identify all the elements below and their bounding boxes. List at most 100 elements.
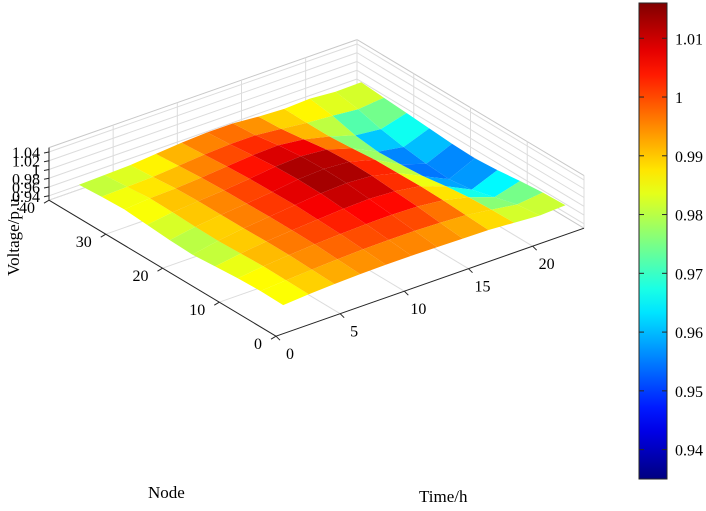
surface-patch	[309, 91, 359, 116]
surface-patch	[363, 239, 412, 265]
wall-grid-line	[356, 52, 585, 190]
colorbar-tick-label: 0.95	[675, 384, 703, 401]
surface-patch	[263, 255, 312, 281]
surface-patch	[127, 176, 176, 199]
surface-patch	[286, 269, 335, 295]
surface-patch	[388, 230, 438, 256]
surface-patch	[272, 179, 321, 205]
surface-patch	[101, 186, 150, 210]
surface-patch	[335, 82, 384, 110]
surface-patch	[314, 234, 364, 260]
surface-patch	[471, 170, 521, 198]
x-tick-mark	[468, 268, 473, 274]
y-tick-mark	[213, 301, 220, 306]
y-tick-mark	[100, 233, 107, 238]
surface-patch	[224, 178, 273, 204]
surface-patch	[255, 128, 304, 146]
axes-lines	[43, 147, 585, 341]
surface-patch	[337, 249, 386, 275]
surface-patch	[349, 159, 398, 176]
surface-patch	[380, 113, 430, 147]
colorbar-tick-label: 1.01	[675, 31, 703, 48]
surface-patch	[423, 176, 472, 190]
surface-patch	[289, 244, 338, 270]
y-tick-mark	[157, 267, 163, 272]
surface-patch	[449, 158, 498, 190]
surface-patch	[252, 145, 301, 167]
x-tick-mark	[532, 245, 538, 251]
surface-patch	[204, 144, 253, 167]
colorbar-tick-label: 0.96	[675, 325, 703, 342]
y-tick-label: 10	[189, 302, 205, 319]
z-tick-label: 1	[32, 163, 40, 180]
z-tick-label: 0.96	[12, 180, 40, 197]
z-tick-label: 0.98	[12, 171, 40, 188]
surface-patch	[517, 192, 566, 216]
x-tick-mark	[339, 313, 345, 319]
surface-patch	[329, 135, 378, 152]
surface-patch	[155, 142, 205, 166]
wall-grid-line	[356, 78, 585, 216]
colorbar-tick-label: 0.99	[675, 149, 703, 166]
surface-patch	[352, 148, 401, 165]
y-tick-mark	[43, 199, 50, 204]
surface-patch	[378, 147, 427, 165]
surface-patch	[443, 197, 492, 216]
y-axis-label: Node	[148, 483, 185, 502]
surface-patch	[346, 175, 395, 199]
surface-patch	[207, 123, 256, 145]
colorbar-tick-label: 1	[675, 90, 683, 107]
surface-patch	[147, 212, 196, 241]
surface-patch	[243, 216, 293, 242]
surface-patch	[181, 132, 230, 155]
surface-patch	[249, 166, 298, 192]
wall-grid-line	[356, 69, 585, 207]
y-tick-label: 40	[19, 200, 35, 217]
x-tick-label: 0	[286, 346, 294, 363]
surface-patch	[400, 163, 449, 180]
z-tick-mark	[43, 169, 50, 171]
z-tick-label: 1.02	[12, 154, 40, 171]
surface-patch	[311, 259, 361, 284]
wall-grid-line	[48, 61, 358, 170]
z-tick-mark	[43, 151, 50, 154]
surface-patch	[232, 116, 282, 136]
surface-patch	[323, 161, 372, 184]
surface-patch	[237, 266, 287, 291]
surface-patch	[195, 214, 244, 241]
surface-patch	[397, 173, 447, 187]
surface-patch	[258, 108, 307, 129]
surface-patch	[266, 230, 315, 255]
surface-patch	[269, 205, 318, 231]
surface-patch	[306, 115, 356, 137]
surface-patch	[198, 190, 247, 215]
surface-patch	[229, 135, 279, 156]
surface-patch	[284, 98, 333, 123]
surface-patch	[375, 159, 424, 177]
surface-patch	[78, 175, 128, 197]
surface-patch	[104, 165, 153, 187]
surface-patch	[260, 280, 309, 306]
surface-patch	[369, 191, 418, 215]
surface-patch	[391, 206, 441, 231]
surface-patch	[169, 226, 218, 255]
colorbar-tick-label: 0.97	[675, 266, 703, 283]
y-tick-label: 20	[133, 268, 149, 285]
surface-patch	[414, 222, 463, 248]
x-tick-label: 15	[475, 279, 491, 296]
surface-patch	[201, 166, 250, 191]
wall-grid-line	[48, 69, 358, 179]
surface-patch	[372, 173, 421, 192]
surface-patch	[152, 165, 202, 189]
z-tick-mark	[43, 160, 50, 163]
surface-patch	[175, 177, 224, 202]
surface-patch	[281, 122, 330, 140]
surface-patch	[403, 128, 452, 164]
surface-patch	[246, 191, 295, 217]
z-tick-mark	[43, 195, 50, 198]
surface-patch	[178, 154, 227, 178]
surface-patch	[301, 149, 350, 169]
surface-patch	[320, 183, 370, 209]
voltage-surface	[78, 82, 566, 306]
